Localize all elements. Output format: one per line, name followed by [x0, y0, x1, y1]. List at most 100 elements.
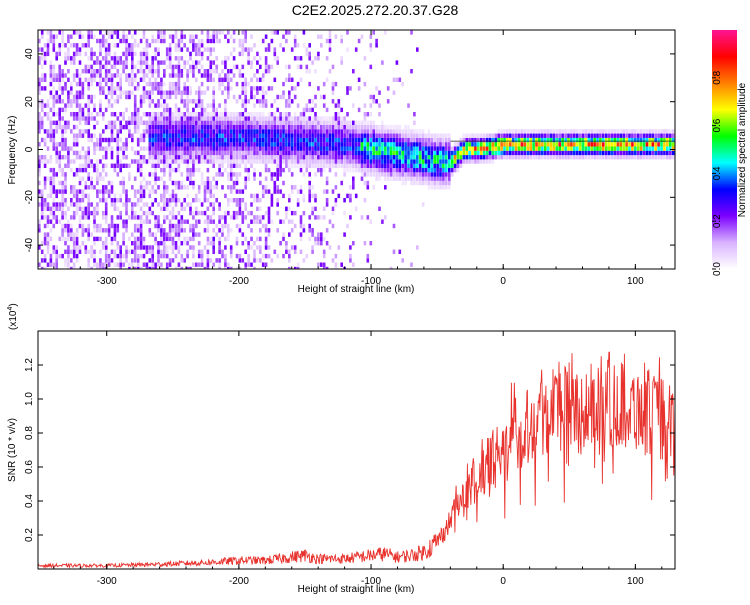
spectrogram-cell: [212, 236, 215, 242]
spectrogram-cell: [247, 124, 250, 130]
spectrogram-cell: [227, 73, 230, 78]
spectrogram-cell: [157, 69, 160, 74]
spectrogram-cell: [549, 155, 553, 160]
spectrogram-cell: [70, 236, 73, 242]
spectrogram-cell: [285, 155, 288, 160]
spectrogram-cell: [671, 155, 675, 160]
spectrogram-cell: [49, 228, 53, 233]
spectrogram-cell: [360, 34, 364, 39]
spectrogram-cell: [250, 193, 253, 199]
spectrogram-cell: [102, 146, 105, 151]
spectrogram-cell: [229, 129, 233, 134]
spectrogram-cell: [64, 51, 67, 57]
spectrogram-cell: [168, 124, 172, 130]
spectrogram-x-tick-label: 0: [500, 276, 506, 287]
spectrogram-cell: [322, 253, 326, 259]
spectrogram-cell: [102, 64, 105, 70]
spectrogram-cell: [64, 236, 67, 242]
spectrogram-cell: [320, 142, 323, 147]
spectrogram-cell: [148, 99, 152, 104]
spectrogram-cell: [500, 129, 503, 134]
spectrogram-cell: [253, 193, 256, 199]
spectrogram-cell: [311, 150, 314, 156]
spectrogram-cell: [186, 137, 189, 143]
spectrogram-cell: [227, 185, 230, 190]
spectrogram-cell: [584, 155, 588, 160]
spectrogram-cell: [180, 124, 184, 130]
spectrogram-cell: [157, 47, 160, 52]
spectrogram-cell: [363, 163, 367, 168]
spectrogram-cell: [195, 34, 198, 39]
spectrogram-cell: [302, 30, 306, 35]
spectrogram-cell: [168, 176, 172, 181]
spectrogram-cell: [104, 215, 108, 220]
spectrogram-cell: [206, 77, 210, 82]
spectrogram-cell: [331, 258, 335, 263]
spectrogram-cell: [197, 253, 201, 259]
spectrogram-cell: [410, 172, 413, 177]
spectrogram-cell: [386, 142, 390, 147]
spectrogram-cell: [151, 245, 154, 250]
spectrogram-cell: [302, 163, 306, 168]
spectrogram-cell: [227, 86, 230, 91]
spectrogram-cell: [142, 56, 146, 61]
spectrogram-cell: [119, 56, 122, 61]
spectrogram-cell: [407, 150, 410, 156]
spectrogram-cell: [244, 38, 247, 44]
spectrogram-cell: [613, 155, 617, 160]
spectrogram-cell: [392, 249, 396, 254]
spectrogram-cell: [212, 193, 215, 199]
spectrogram-cell: [256, 219, 259, 224]
spectrogram-cell: [439, 180, 442, 186]
spectrogram-cell: [346, 163, 349, 168]
spectrogram-cell: [43, 176, 47, 181]
spectrogram-cell: [363, 137, 367, 143]
spectrogram-cell: [212, 30, 215, 35]
spectrogram-cell: [157, 241, 160, 246]
spectrogram-cell: [125, 249, 128, 254]
spectrogram-cell: [139, 146, 143, 151]
spectrogram-cell: [602, 155, 605, 160]
spectrogram-cell: [259, 198, 262, 203]
spectrogram-cell: [52, 99, 56, 104]
spectrogram-cell: [366, 215, 370, 220]
spectrogram-cell: [328, 146, 332, 151]
spectrogram-cell: [186, 133, 189, 138]
spectrogram-cell: [87, 215, 90, 220]
spectrogram-cell: [52, 137, 56, 143]
spectrogram-cell: [87, 56, 90, 61]
spectrogram-cell: [104, 73, 108, 78]
spectrogram-cell: [229, 176, 233, 181]
spectrogram-cell: [410, 129, 413, 134]
spectrogram-cell: [142, 241, 146, 246]
spectrogram-cell: [180, 129, 184, 134]
spectrogram-cell: [578, 155, 582, 160]
spectrogram-cell: [334, 185, 338, 190]
spectrogram-cell: [151, 124, 154, 130]
spectrogram-cell: [334, 133, 338, 138]
spectrogram-cell: [631, 146, 634, 151]
spectrogram-cell: [72, 43, 76, 48]
spectrogram-cell: [133, 150, 137, 156]
spectrogram-cell: [154, 236, 157, 242]
spectrogram-cell: [445, 142, 448, 147]
spectrogram-cell: [328, 133, 332, 138]
spectrogram-cell: [427, 185, 431, 190]
spectrogram-cell: [270, 86, 274, 91]
spectrogram-cell: [276, 129, 279, 134]
spectrogram-cell: [195, 99, 198, 104]
spectrogram-cell: [70, 185, 73, 190]
spectrogram-cell: [395, 133, 399, 138]
spectrogram-cell: [113, 56, 117, 61]
spectrogram-cell: [61, 142, 64, 147]
spectrogram-cell: [218, 266, 221, 269]
spectrogram-cell: [279, 163, 282, 168]
spectrogram-cell: [509, 146, 512, 151]
spectrogram-cell: [55, 159, 58, 164]
spectrogram-cell: [270, 198, 274, 203]
spectrogram-cell: [317, 120, 320, 125]
spectrogram-cell: [116, 228, 120, 233]
spectrogram-cell: [177, 245, 181, 250]
spectrogram-cell: [261, 159, 265, 164]
spectrogram-cell: [200, 81, 204, 87]
